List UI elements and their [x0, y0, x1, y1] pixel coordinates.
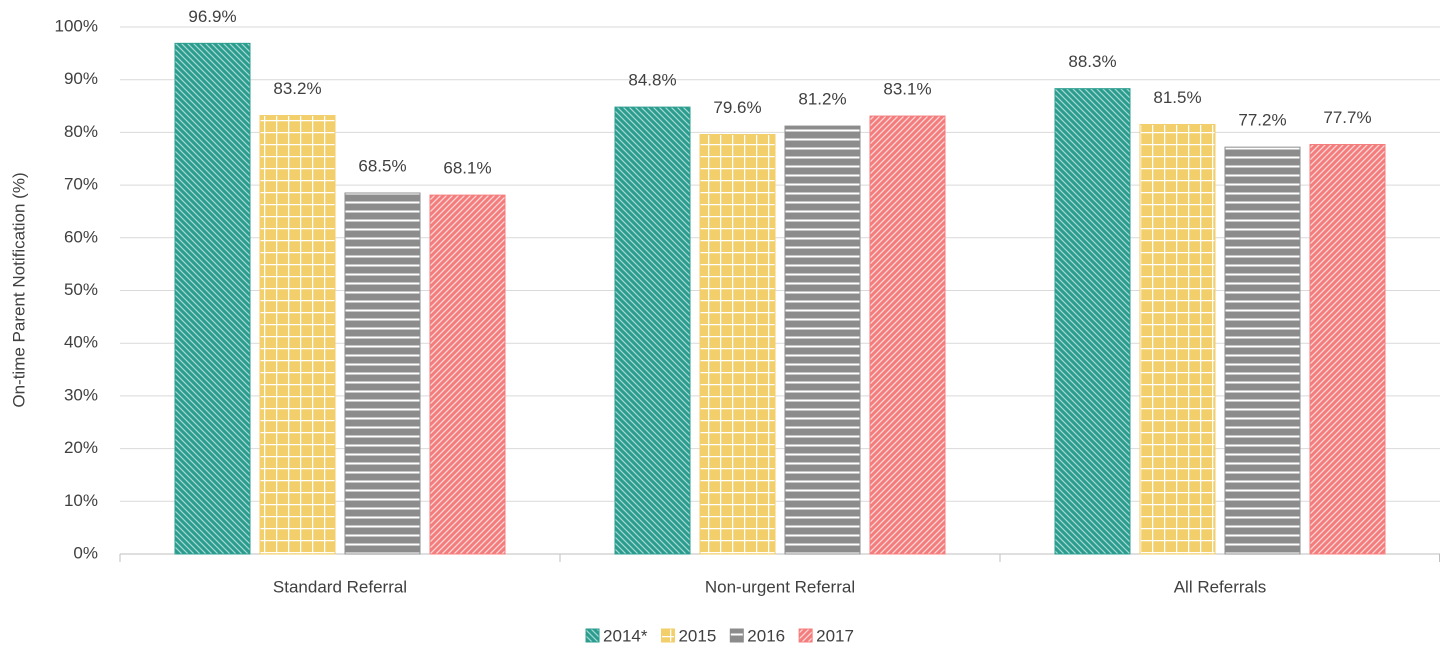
data-label: 77.2%: [1238, 111, 1286, 130]
data-label: 83.1%: [883, 80, 931, 99]
bar: [429, 194, 506, 555]
legend-label: 2014*: [603, 626, 648, 645]
bar: [784, 125, 861, 555]
legend-swatch: [585, 628, 600, 643]
y-tick-label: 80%: [64, 122, 98, 141]
bar: [869, 115, 946, 555]
data-label: 81.5%: [1153, 88, 1201, 107]
data-label: 68.5%: [358, 156, 406, 175]
y-tick-label: 70%: [64, 175, 98, 194]
data-label: 68.1%: [443, 159, 491, 178]
legend-label: 2017: [816, 626, 854, 645]
legend-label: 2015: [678, 626, 716, 645]
x-tick-label: Non-urgent Referral: [705, 577, 855, 596]
data-label: 81.2%: [798, 90, 846, 109]
data-label: 77.7%: [1323, 108, 1371, 127]
x-tick-label: All Referrals: [1174, 577, 1267, 596]
data-label: 84.8%: [628, 71, 676, 90]
data-label: 79.6%: [713, 98, 761, 117]
legend-swatch: [798, 628, 813, 643]
bar: [344, 192, 421, 555]
legend: 2014* 2015 2016 2017: [585, 626, 854, 645]
legend-label: 2016: [747, 626, 785, 645]
data-label: 83.2%: [273, 79, 321, 98]
legend-swatch: [660, 628, 675, 643]
bar: [1139, 123, 1216, 555]
y-tick-label: 0%: [73, 543, 98, 562]
y-tick-label: 100%: [55, 16, 98, 35]
y-tick-label: 60%: [64, 227, 98, 246]
legend-swatch: [729, 628, 744, 643]
x-tick-label: Standard Referral: [273, 577, 407, 596]
y-tick-label: 30%: [64, 385, 98, 404]
y-tick-label: 10%: [64, 491, 98, 510]
bar: [614, 106, 691, 555]
bar: [259, 115, 336, 555]
y-tick-label: 90%: [64, 69, 98, 88]
bar: [1309, 144, 1386, 555]
y-tick-label: 40%: [64, 333, 98, 352]
data-label: 88.3%: [1068, 52, 1116, 71]
bar: [1054, 88, 1131, 555]
bar: [174, 42, 251, 555]
y-tick-label: 50%: [64, 280, 98, 299]
data-label: 96.9%: [188, 7, 236, 26]
y-tick-label: 20%: [64, 438, 98, 457]
bar: [1224, 146, 1301, 555]
y-axis-label: On-time Parent Notification (%): [9, 172, 28, 407]
bar: [699, 134, 776, 555]
